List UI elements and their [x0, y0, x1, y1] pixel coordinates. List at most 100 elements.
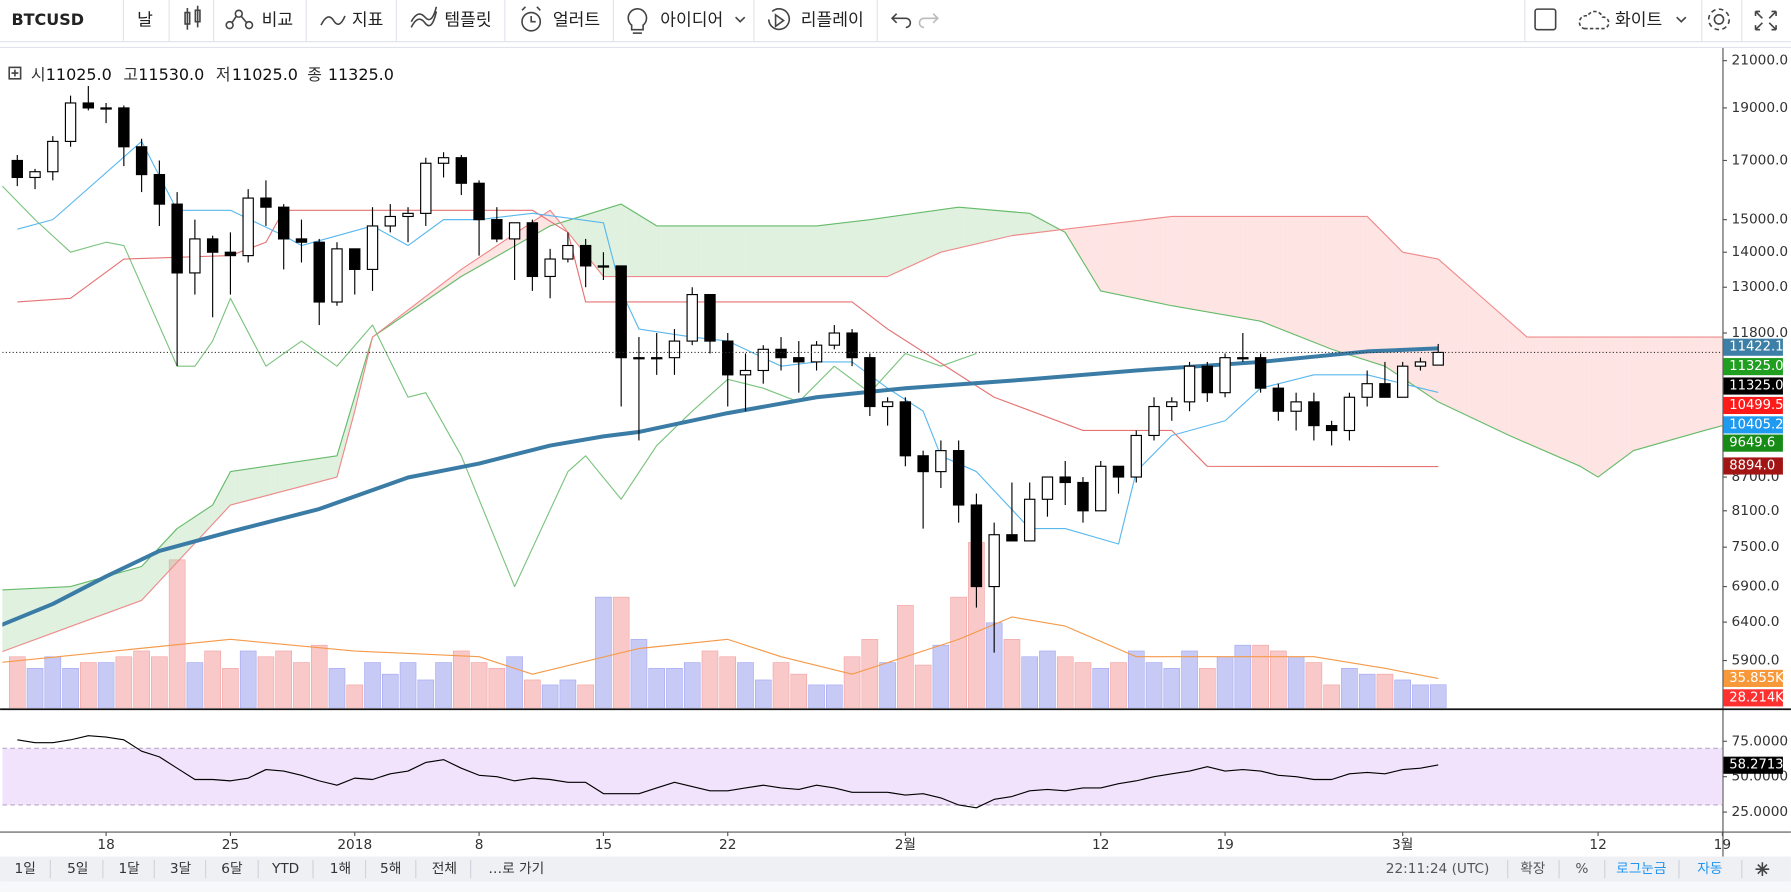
- alert-button[interactable]: 얼러트: [553, 11, 600, 31]
- candle-body: [508, 222, 521, 240]
- template-button[interactable]: 템플릿: [444, 11, 491, 31]
- option-button[interactable]: 자동: [1697, 861, 1722, 877]
- volume-bar: [577, 684, 594, 709]
- candle-body: [242, 197, 254, 257]
- range-button[interactable]: 6달: [221, 861, 243, 877]
- cloud: [1353, 216, 1359, 358]
- cloud: [665, 225, 671, 277]
- cloud: [1500, 313, 1505, 434]
- compare-icon[interactable]: [225, 9, 254, 30]
- fullscreen-icon[interactable]: [1754, 10, 1777, 31]
- cloud: [1402, 252, 1408, 382]
- volume-bar: [754, 679, 772, 709]
- volume-bar: [737, 662, 754, 709]
- range-button[interactable]: 5일: [67, 861, 88, 877]
- candle-body: [1414, 361, 1427, 367]
- indicator-button[interactable]: 지표: [352, 11, 384, 31]
- cloud: [794, 225, 799, 277]
- theme-button[interactable]: 화이트: [1615, 11, 1662, 31]
- cloud: [1677, 337, 1683, 439]
- range-button[interactable]: 5해: [380, 861, 401, 877]
- undo[interactable]: [890, 13, 912, 29]
- cloud: [745, 225, 750, 277]
- cloud: [1598, 337, 1603, 478]
- x-tick-label: 3월: [1392, 837, 1413, 853]
- cloud: [1313, 216, 1319, 345]
- x-tick-label: 18: [97, 837, 114, 853]
- idea-button[interactable]: 아이디어: [660, 11, 723, 31]
- cloud: [265, 465, 271, 496]
- idea-icon[interactable]: [627, 8, 648, 34]
- volume-bar: [559, 679, 577, 709]
- indicator-icon[interactable]: [320, 15, 346, 26]
- candle-body: [1379, 383, 1391, 398]
- replay-icon[interactable]: [767, 8, 791, 31]
- alert-icon[interactable]: [521, 6, 542, 32]
- option-button[interactable]: %: [1575, 861, 1588, 877]
- cloud: [878, 217, 884, 277]
- legend-icon[interactable]: [8, 66, 22, 80]
- cloud: [767, 225, 773, 277]
- cloud: [847, 221, 853, 277]
- volume-bar: [683, 662, 701, 709]
- cloud: [1140, 219, 1146, 301]
- redo[interactable]: [918, 13, 939, 29]
- compare-button[interactable]: 비교: [262, 11, 294, 31]
- cloud: [1376, 225, 1381, 365]
- cloud: [1273, 216, 1279, 329]
- cloud: [594, 210, 599, 271]
- cloud: [79, 582, 84, 624]
- layout-icon[interactable]: [1534, 8, 1557, 31]
- range-button[interactable]: 전체: [432, 861, 457, 877]
- cloud: [914, 212, 919, 265]
- option-button[interactable]: 로그눈금: [1616, 861, 1666, 877]
- volume-bar: [97, 662, 115, 709]
- cloud: [776, 225, 782, 277]
- volume-bar: [26, 668, 44, 709]
- bottom-settings[interactable]: [1755, 862, 1770, 877]
- price-label-box: [1723, 338, 1783, 356]
- cloud: [883, 217, 888, 277]
- chevron[interactable]: [1676, 16, 1687, 23]
- range-button[interactable]: 1일: [15, 861, 36, 877]
- symbol[interactable]: BTCUSD: [11, 10, 84, 29]
- cloud: [1611, 337, 1616, 468]
- range-button[interactable]: 1달: [118, 861, 140, 877]
- chikou-line: [2, 185, 977, 588]
- cloud: [816, 225, 821, 277]
- cloud: [1349, 216, 1354, 357]
- template-icon[interactable]: [410, 6, 438, 28]
- replay-button[interactable]: 리플레이: [801, 11, 864, 31]
- cloud: [1509, 321, 1514, 438]
- cloud: [1211, 216, 1217, 314]
- cloud: [1700, 337, 1705, 432]
- cloud: [625, 206, 631, 277]
- cloud: [30, 588, 36, 642]
- settings-icon[interactable]: [1707, 8, 1731, 31]
- option-button[interactable]: 확장: [1520, 861, 1546, 877]
- volume-bar: [151, 656, 168, 709]
- cloud-icon[interactable]: [1578, 10, 1610, 30]
- x-tick-label: 12: [1092, 837, 1109, 853]
- candle-body: [1095, 465, 1107, 512]
- cloud: [336, 440, 342, 478]
- range-button[interactable]: 1해: [330, 861, 351, 877]
- cloud: [1011, 211, 1017, 236]
- cloud: [1575, 337, 1581, 467]
- candle-icon[interactable]: [184, 5, 201, 30]
- candle-body: [473, 182, 485, 221]
- chevron[interactable]: [735, 16, 746, 23]
- y-tick-label: 5900.0: [1732, 653, 1780, 669]
- range-button[interactable]: 3달: [170, 861, 192, 877]
- cloud: [1571, 337, 1576, 465]
- cloud: [1620, 337, 1625, 461]
- range-button[interactable]: YTD: [271, 861, 299, 877]
- goto-button[interactable]: …로 가기: [488, 861, 544, 877]
- cloud: [1660, 337, 1665, 444]
- volume-bar: [1216, 656, 1234, 709]
- cloud: [425, 293, 431, 301]
- span-b-line: [2, 209, 1723, 653]
- cloud: [57, 586, 62, 632]
- cloud: [1291, 216, 1297, 336]
- interval[interactable]: 날: [137, 11, 153, 31]
